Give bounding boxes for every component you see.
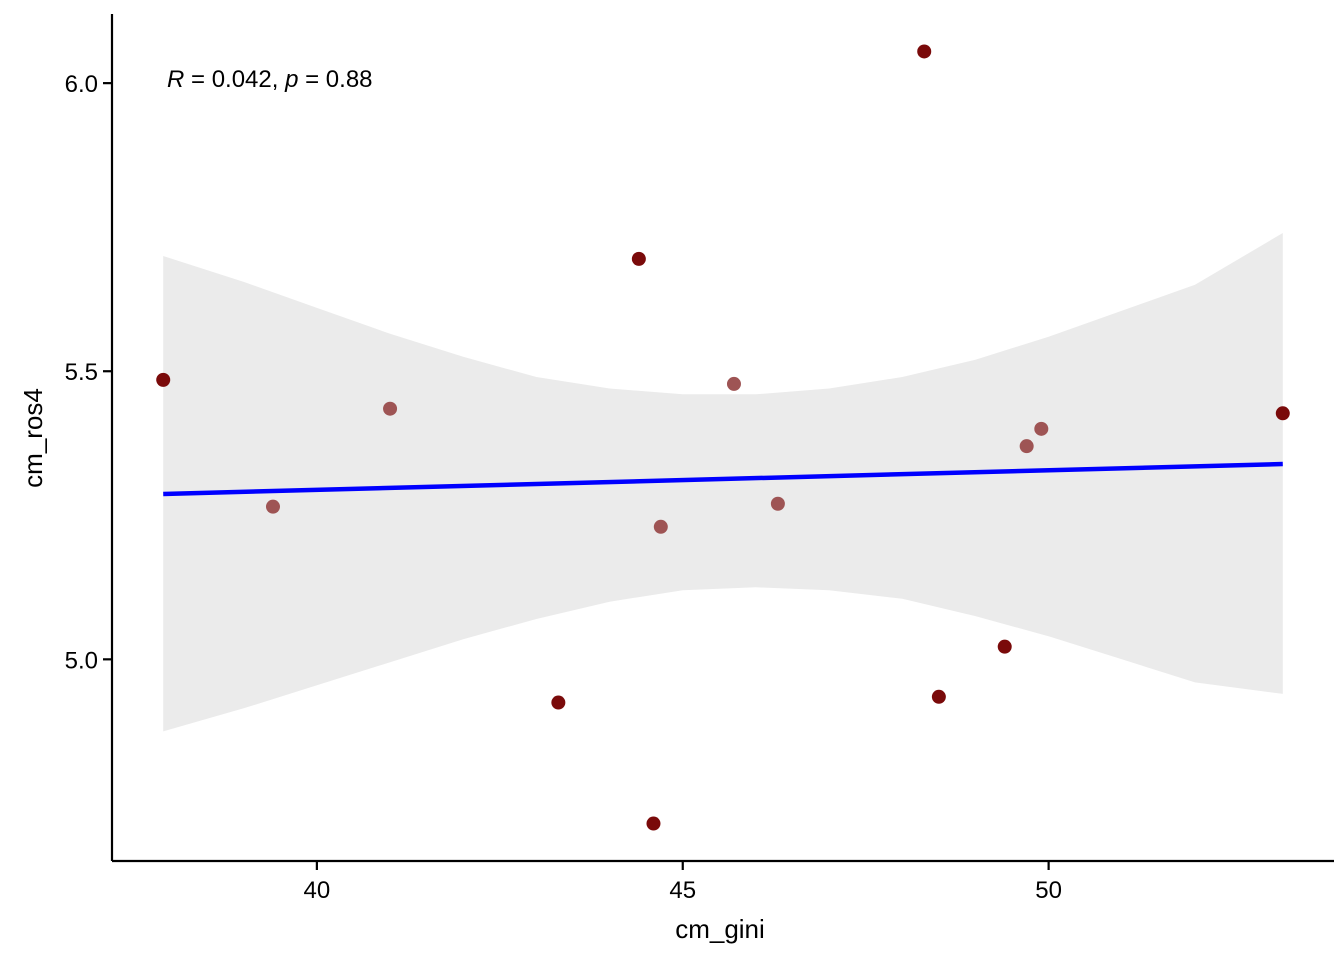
y-tick-label: 5.5	[65, 359, 98, 386]
r-symbol: R	[167, 66, 184, 93]
r-value: = 0.042,	[184, 66, 285, 93]
x-tick-label: 50	[1035, 877, 1062, 904]
correlation-annotation: R = 0.042, p = 0.88	[167, 66, 373, 93]
data-point	[646, 816, 661, 831]
regression-line-layer	[163, 461, 1283, 497]
confidence-band-layer	[163, 233, 1283, 732]
data-point	[653, 519, 668, 534]
data-point	[770, 496, 785, 511]
data-point	[551, 695, 566, 710]
y-tick-label: 6.0	[65, 71, 98, 98]
regression-line	[163, 461, 1283, 497]
y-tick-label: 5.0	[65, 647, 98, 674]
p-value: = 0.88	[298, 66, 372, 93]
data-point	[917, 44, 932, 59]
y-axis-title: cm_ros4	[18, 388, 48, 488]
x-tick-label: 40	[304, 877, 331, 904]
data-point	[997, 639, 1012, 654]
p-symbol: p	[284, 66, 298, 93]
data-point	[931, 689, 946, 704]
x-tick-label: 45	[669, 877, 696, 904]
data-point	[383, 401, 398, 416]
data-point	[1034, 421, 1049, 436]
data-point	[265, 499, 280, 514]
data-point	[631, 251, 646, 266]
data-point	[726, 376, 741, 391]
data-point	[1019, 439, 1034, 454]
data-point	[156, 372, 171, 387]
x-axis-title: cm_gini	[675, 914, 765, 944]
confidence-band	[163, 233, 1283, 732]
data-points-layer	[156, 44, 1290, 831]
x-axis-ticks: 40 45 50	[304, 861, 1062, 904]
y-axis-ticks: 5.0 5.5 6.0	[65, 71, 112, 674]
data-point	[1275, 406, 1290, 421]
